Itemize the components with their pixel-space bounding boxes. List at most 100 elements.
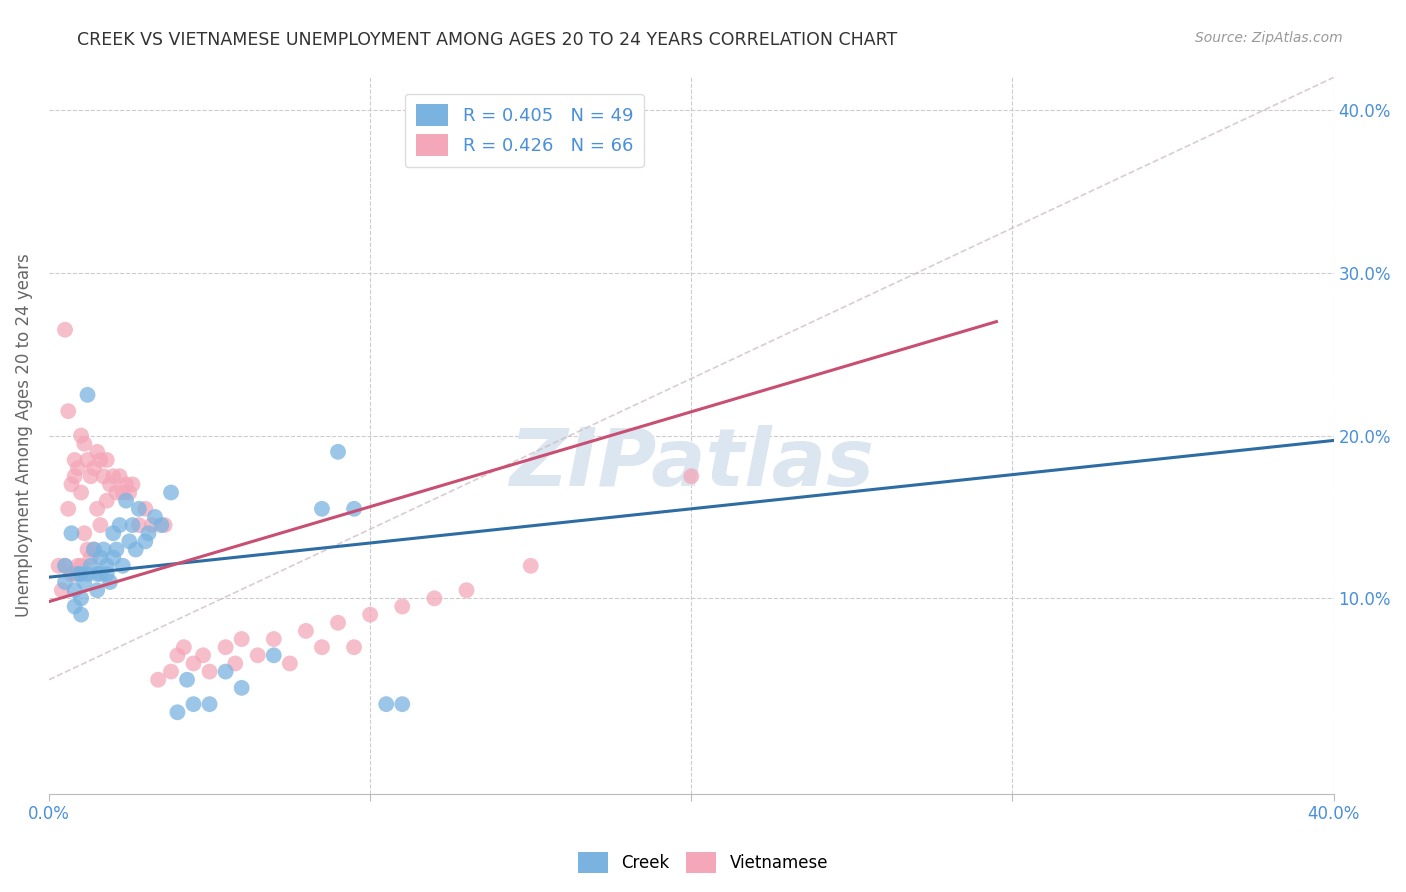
Point xyxy=(246,648,269,663)
Point xyxy=(134,501,156,516)
Point xyxy=(214,665,236,679)
Point xyxy=(423,591,446,606)
Point xyxy=(83,542,105,557)
Point xyxy=(191,648,214,663)
Point xyxy=(160,665,183,679)
Point xyxy=(73,575,96,590)
Point xyxy=(173,640,195,655)
Point xyxy=(53,558,76,573)
Point xyxy=(96,558,118,573)
Point xyxy=(53,323,76,337)
Point xyxy=(134,534,156,549)
Text: CREEK VS VIETNAMESE UNEMPLOYMENT AMONG AGES 20 TO 24 YEARS CORRELATION CHART: CREEK VS VIETNAMESE UNEMPLOYMENT AMONG A… xyxy=(77,31,897,49)
Point xyxy=(60,566,83,581)
Point xyxy=(375,697,398,711)
Point xyxy=(76,542,98,557)
Point xyxy=(391,697,413,711)
Point xyxy=(93,542,115,557)
Point xyxy=(146,673,169,687)
Point xyxy=(326,445,349,459)
Point xyxy=(153,518,176,533)
Point xyxy=(111,485,134,500)
Point xyxy=(311,640,333,655)
Point xyxy=(359,607,381,622)
Point xyxy=(96,566,118,581)
Point xyxy=(48,558,70,573)
Point xyxy=(128,501,150,516)
Point xyxy=(198,697,221,711)
Point xyxy=(121,518,143,533)
Point xyxy=(86,501,108,516)
Point xyxy=(391,599,413,614)
Legend: Creek, Vietnamese: Creek, Vietnamese xyxy=(571,846,835,880)
Point xyxy=(150,518,173,533)
Point xyxy=(295,624,318,638)
Point xyxy=(86,583,108,598)
Point xyxy=(89,550,111,565)
Point xyxy=(70,428,93,442)
Point xyxy=(176,673,198,687)
Point xyxy=(105,485,128,500)
Point xyxy=(160,485,183,500)
Point xyxy=(166,706,188,720)
Point xyxy=(118,485,141,500)
Point xyxy=(73,526,96,541)
Point xyxy=(63,583,86,598)
Point xyxy=(83,461,105,475)
Point xyxy=(128,518,150,533)
Point xyxy=(70,591,93,606)
Point xyxy=(66,461,89,475)
Point xyxy=(63,566,86,581)
Point xyxy=(231,681,253,695)
Point xyxy=(53,575,76,590)
Point xyxy=(111,558,134,573)
Point xyxy=(89,453,111,467)
Point xyxy=(80,469,103,483)
Point xyxy=(326,615,349,630)
Point xyxy=(70,607,93,622)
Point xyxy=(681,469,703,483)
Point xyxy=(231,632,253,646)
Point xyxy=(456,583,478,598)
Legend: R = 0.405   N = 49, R = 0.426   N = 66: R = 0.405 N = 49, R = 0.426 N = 66 xyxy=(405,94,644,167)
Point xyxy=(66,558,89,573)
Point xyxy=(198,665,221,679)
Point xyxy=(108,518,131,533)
Point xyxy=(60,477,83,491)
Point xyxy=(183,657,205,671)
Point xyxy=(103,526,125,541)
Text: Source: ZipAtlas.com: Source: ZipAtlas.com xyxy=(1195,31,1343,45)
Point xyxy=(105,542,128,557)
Point xyxy=(80,550,103,565)
Point xyxy=(311,501,333,516)
Point xyxy=(115,477,138,491)
Point xyxy=(98,575,121,590)
Point xyxy=(519,558,541,573)
Point xyxy=(60,526,83,541)
Point xyxy=(58,501,80,516)
Point xyxy=(70,485,93,500)
Point xyxy=(103,550,125,565)
Point xyxy=(278,657,301,671)
Point xyxy=(76,566,98,581)
Point xyxy=(83,542,105,557)
Point xyxy=(53,558,76,573)
Point xyxy=(93,469,115,483)
Point xyxy=(166,648,188,663)
Point xyxy=(224,657,246,671)
Point xyxy=(183,697,205,711)
Point xyxy=(80,558,103,573)
Point xyxy=(263,632,285,646)
Point xyxy=(121,477,143,491)
Point xyxy=(98,477,121,491)
Text: ZIPatlas: ZIPatlas xyxy=(509,425,873,503)
Point xyxy=(51,583,73,598)
Point xyxy=(214,640,236,655)
Point xyxy=(263,648,285,663)
Point xyxy=(343,501,366,516)
Point xyxy=(89,518,111,533)
Point xyxy=(89,566,111,581)
Point xyxy=(143,510,166,524)
Point xyxy=(103,469,125,483)
Y-axis label: Unemployment Among Ages 20 to 24 years: Unemployment Among Ages 20 to 24 years xyxy=(15,253,32,617)
